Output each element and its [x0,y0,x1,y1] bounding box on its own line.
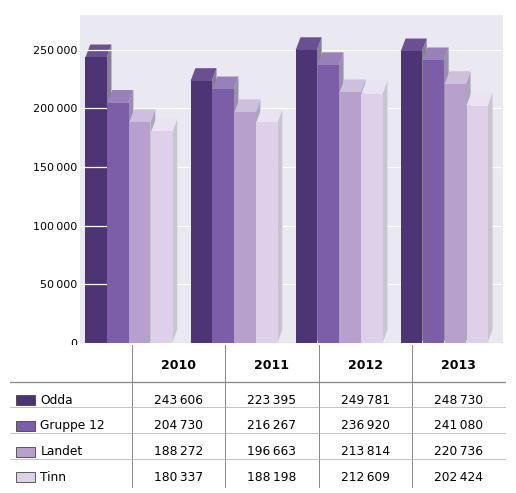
Polygon shape [212,68,217,343]
Polygon shape [151,119,177,132]
Polygon shape [445,71,471,84]
Text: 2011: 2011 [254,359,289,372]
Polygon shape [151,109,155,343]
Text: 188 198: 188 198 [247,471,297,484]
Polygon shape [213,76,238,89]
Polygon shape [466,71,471,343]
Polygon shape [107,44,111,343]
Polygon shape [255,100,261,343]
Polygon shape [234,100,261,112]
Polygon shape [361,81,388,94]
Bar [17,421,35,431]
Bar [130,122,151,343]
Bar [213,89,234,343]
Text: 220 736: 220 736 [434,445,483,458]
Text: 204 730: 204 730 [154,420,203,432]
Bar [86,57,107,343]
Text: 249 781: 249 781 [341,393,390,407]
Text: 202 424: 202 424 [434,471,483,484]
Bar [296,50,317,343]
Bar [107,103,128,343]
Polygon shape [422,38,427,343]
Bar [361,94,382,343]
Text: 243 606: 243 606 [154,393,203,407]
Polygon shape [361,79,365,343]
Polygon shape [382,81,388,343]
Polygon shape [130,109,155,122]
Polygon shape [340,79,365,92]
Text: 248 730: 248 730 [434,393,483,407]
Polygon shape [401,38,427,51]
Text: Odda: Odda [40,393,73,407]
Bar [340,92,361,343]
Text: Landet: Landet [40,445,83,458]
Text: Gruppe 12: Gruppe 12 [40,420,105,432]
Polygon shape [190,68,217,81]
Text: 241 080: 241 080 [434,420,483,432]
Polygon shape [172,119,177,343]
Bar [401,51,422,343]
Bar [466,106,488,343]
Polygon shape [466,93,492,106]
Bar [17,395,35,405]
Text: Tinn: Tinn [40,471,66,484]
Polygon shape [423,47,448,60]
Text: 2010: 2010 [161,359,196,372]
Bar [445,84,466,343]
Polygon shape [107,90,133,103]
Text: 180 337: 180 337 [154,471,203,484]
Bar [151,132,172,343]
Polygon shape [256,109,282,122]
Text: 216 267: 216 267 [248,420,296,432]
Polygon shape [338,52,344,343]
Polygon shape [234,76,238,343]
Text: 196 663: 196 663 [248,445,296,458]
Text: 213 814: 213 814 [341,445,390,458]
Polygon shape [317,37,321,343]
Bar [256,122,278,343]
Text: 223 395: 223 395 [247,393,297,407]
Bar [234,112,255,343]
Polygon shape [317,52,344,65]
Polygon shape [444,47,448,343]
Text: 212 609: 212 609 [341,471,390,484]
Bar [190,81,212,343]
Bar [317,65,338,343]
Bar [17,447,35,457]
Text: 2013: 2013 [442,359,476,372]
Text: 236 920: 236 920 [341,420,390,432]
Polygon shape [296,37,321,50]
Bar [423,60,444,343]
Polygon shape [278,109,282,343]
Text: 188 272: 188 272 [154,445,203,458]
Bar [17,472,35,482]
Text: 2012: 2012 [348,359,383,372]
FancyBboxPatch shape [5,344,511,490]
Polygon shape [488,93,492,343]
Polygon shape [128,90,133,343]
Polygon shape [86,44,111,57]
